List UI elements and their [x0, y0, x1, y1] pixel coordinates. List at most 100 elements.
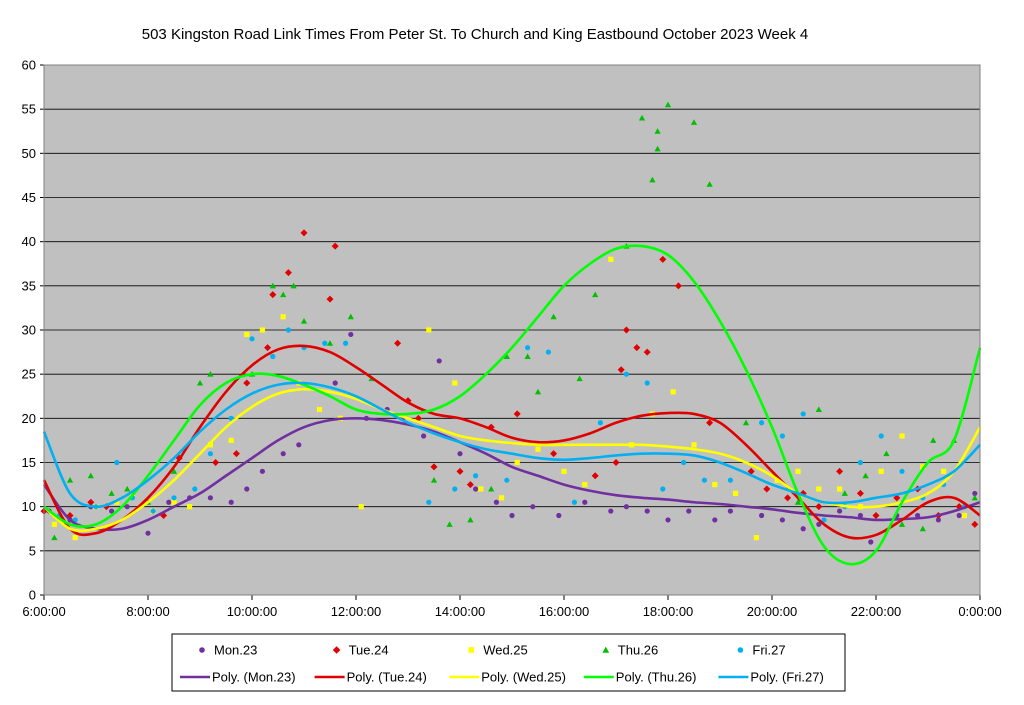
data-point: [597, 420, 604, 426]
y-tick-label: 55: [22, 102, 36, 117]
data-point: [348, 331, 354, 338]
x-tick-label: 20:00:00: [747, 604, 798, 619]
data-point: [920, 464, 926, 470]
data-point: [322, 340, 328, 346]
data-point: [899, 468, 905, 474]
series-Thu.26: [51, 101, 978, 541]
data-point: [358, 504, 364, 510]
data-point: [706, 181, 713, 187]
data-point: [753, 534, 759, 541]
data-point: [623, 371, 630, 377]
data-point: [686, 508, 692, 514]
data-point: [591, 472, 599, 480]
data-point: [712, 517, 718, 523]
data-point: [196, 379, 204, 386]
x-tick-label: 0:00:00: [958, 604, 1001, 619]
x-tick-label: 10:00:00: [227, 604, 278, 619]
data-point: [857, 512, 864, 519]
data-point: [972, 490, 978, 497]
x-tick-label: 6:00:00: [22, 604, 65, 619]
data-point: [821, 517, 827, 523]
data-point: [171, 499, 177, 505]
gridlines: [44, 108, 980, 552]
data-point: [503, 353, 510, 359]
y-tick-label: 10: [22, 499, 36, 514]
data-point: [857, 459, 864, 466]
data-point: [166, 499, 172, 505]
data-point: [816, 486, 822, 492]
data-point: [899, 433, 905, 439]
y-tick-label: 45: [22, 190, 36, 205]
data-point: [499, 495, 505, 501]
data-point: [535, 446, 541, 452]
data-point: [326, 295, 334, 303]
y-tick-label: 50: [22, 146, 36, 161]
plot-border: [43, 64, 981, 596]
data-point: [285, 327, 291, 333]
data-point: [633, 344, 641, 352]
data-point: [872, 511, 880, 520]
trendline-Poly. (Fri.27): [42, 381, 981, 508]
data-point: [269, 282, 276, 289]
legend-marker: [602, 646, 610, 653]
data-point: [530, 504, 536, 510]
data-point: [617, 366, 625, 374]
data-point: [228, 437, 234, 444]
data-point: [87, 498, 95, 506]
data-point: [192, 486, 198, 492]
data-point: [915, 512, 921, 519]
data-point: [576, 375, 583, 382]
data-point: [473, 486, 479, 492]
data-point: [691, 442, 697, 448]
legend-label: Wed.25: [483, 643, 528, 658]
legend-label: Poly. (Tue.24): [347, 670, 427, 685]
data-point: [207, 371, 214, 377]
y-tick-label: 30: [22, 323, 36, 338]
data-point: [207, 442, 213, 448]
data-point: [207, 495, 213, 501]
data-point: [654, 128, 661, 134]
legend-marker: [737, 647, 744, 653]
data-point: [660, 486, 666, 492]
y-tick-label: 0: [29, 588, 36, 603]
legend-label: Fri.27: [752, 643, 785, 658]
data-point: [795, 468, 801, 474]
legend: Mon.23 Tue.24 Wed.25 Thu.26 Fri.27 Poly. (Mon…: [171, 633, 846, 692]
legend-label: Tue.24: [349, 643, 389, 658]
data-point: [638, 114, 646, 121]
data-point: [690, 119, 698, 125]
data-point: [421, 433, 427, 439]
data-point: [280, 291, 287, 298]
data-point: [114, 499, 120, 505]
data-point: [898, 521, 906, 527]
data-point: [394, 339, 402, 347]
data-point: [452, 486, 458, 492]
data-point: [228, 415, 234, 421]
data-point: [816, 521, 822, 527]
data-point: [331, 242, 339, 250]
data-point: [759, 420, 765, 426]
data-point: [971, 520, 979, 528]
x-tick-label: 14:00:00: [435, 604, 486, 619]
data-point: [436, 358, 442, 364]
data-point: [467, 516, 474, 523]
data-point: [228, 499, 234, 505]
data-point: [961, 512, 967, 519]
data-point: [837, 486, 843, 492]
data-point: [644, 380, 650, 386]
x-tick-label: 12:00:00: [331, 604, 382, 619]
data-point: [878, 433, 884, 439]
data-point: [727, 477, 734, 483]
y-tick-label: 40: [22, 234, 36, 249]
data-point: [608, 256, 614, 262]
data-point: [836, 467, 844, 475]
trendline-Poly. (Thu.26): [43, 244, 982, 566]
data-point: [670, 389, 676, 395]
data-point: [243, 379, 251, 387]
data-point: [504, 477, 510, 483]
x-axis-ticks: 6:00:00 8:00:00 10:00:00 12:00:00 14:00:00 16…: [22, 595, 1002, 619]
data-point: [171, 495, 177, 501]
y-tick-label: 20: [22, 411, 36, 426]
legend-label: Thu.26: [618, 643, 658, 658]
